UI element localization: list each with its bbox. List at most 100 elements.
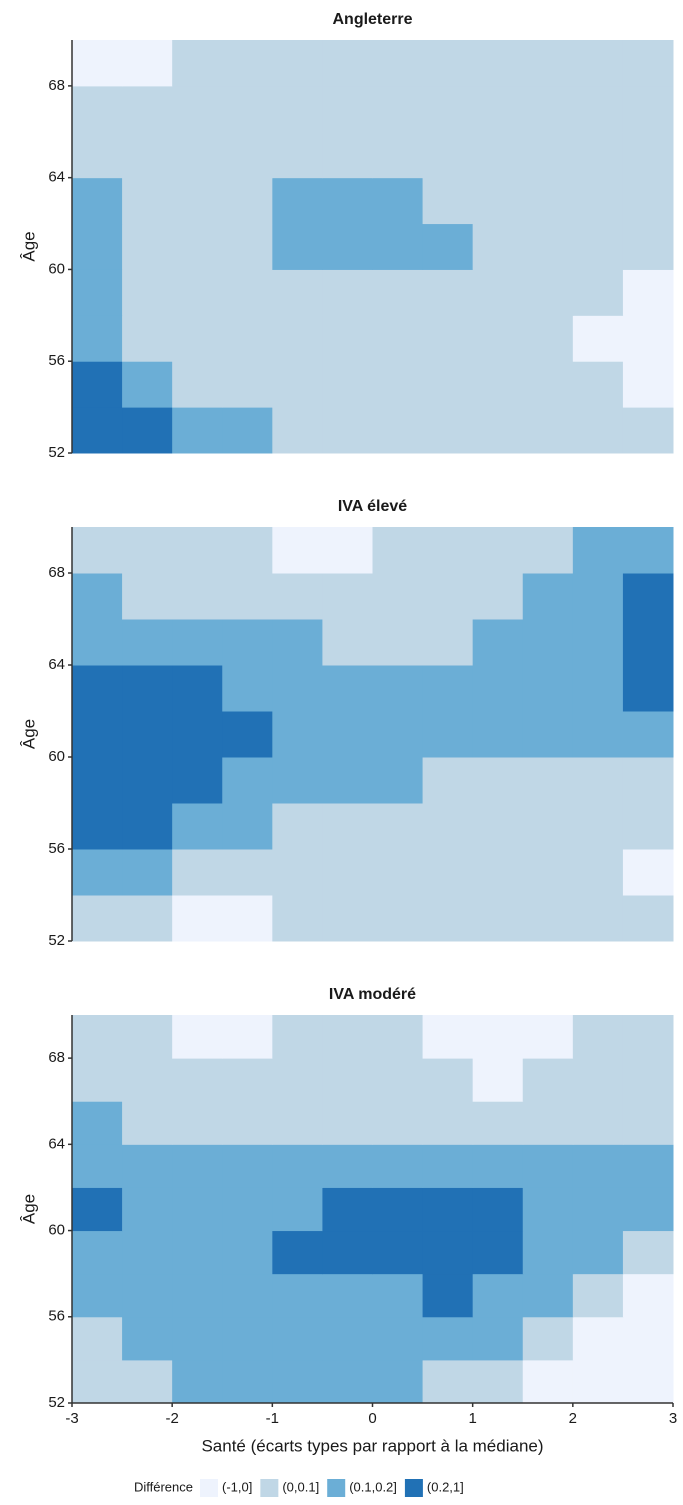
heat-cell bbox=[322, 1359, 373, 1404]
heat-cell bbox=[372, 1187, 424, 1232]
heat-cell bbox=[472, 895, 524, 942]
heat-cell bbox=[522, 315, 574, 362]
x-tick-label: 2 bbox=[569, 1410, 577, 1427]
heat-cell bbox=[422, 1015, 474, 1059]
heat-cell bbox=[572, 223, 624, 270]
heat-cell bbox=[522, 573, 574, 620]
heat-cell bbox=[522, 131, 574, 179]
heat-cell bbox=[122, 361, 173, 408]
heat-cell bbox=[472, 1015, 524, 1059]
heat-cell bbox=[622, 315, 674, 362]
heat-cell bbox=[172, 1015, 223, 1059]
heat-cell bbox=[622, 407, 674, 454]
heat-cell bbox=[222, 1058, 273, 1102]
heat-cell bbox=[522, 1230, 574, 1275]
heat-cell bbox=[122, 711, 173, 758]
heat-cell bbox=[272, 407, 323, 454]
x-tick-label: -2 bbox=[165, 1410, 178, 1427]
heat-cell bbox=[572, 1187, 624, 1232]
heat-cell bbox=[572, 177, 624, 225]
heat-cell bbox=[422, 665, 474, 712]
heat-cell bbox=[572, 1359, 624, 1404]
heat-cell bbox=[522, 1101, 574, 1145]
heat-cell bbox=[472, 131, 524, 179]
heat-cell bbox=[222, 315, 273, 362]
heat-cell bbox=[622, 177, 674, 225]
heat-cell bbox=[422, 1273, 474, 1318]
heat-cell bbox=[322, 1230, 373, 1275]
heat-cell bbox=[222, 407, 273, 454]
heat-cell bbox=[272, 1144, 323, 1188]
heat-cell bbox=[222, 223, 273, 270]
heat-cell bbox=[472, 1058, 524, 1102]
x-tick-label: 3 bbox=[669, 1410, 677, 1427]
heat-cell bbox=[322, 1273, 373, 1318]
heat-cell bbox=[72, 895, 123, 942]
heat-cell bbox=[272, 1187, 323, 1232]
heat-cell bbox=[322, 1316, 373, 1361]
heat-cell bbox=[522, 849, 574, 896]
heat-cell bbox=[122, 665, 173, 712]
heat-cell bbox=[122, 573, 173, 620]
heat-cell bbox=[72, 1316, 123, 1361]
heat-cell bbox=[222, 1187, 273, 1232]
heat-cell bbox=[122, 1316, 173, 1361]
heat-cell bbox=[472, 85, 524, 133]
y-tick-label: 52 bbox=[48, 1394, 65, 1411]
legend-label: (0.1,0.2] bbox=[349, 1479, 397, 1494]
heat-cell bbox=[272, 619, 323, 666]
heat-cell bbox=[172, 711, 223, 758]
heat-cell bbox=[472, 1316, 524, 1361]
heat-cell bbox=[572, 361, 624, 408]
heat-cell bbox=[522, 803, 574, 850]
legend-title: Différence bbox=[134, 1479, 193, 1494]
heat-cell bbox=[322, 407, 373, 454]
heat-cell bbox=[72, 85, 123, 133]
heat-cell bbox=[422, 40, 474, 87]
heat-cell bbox=[222, 1230, 273, 1275]
heat-cell bbox=[622, 757, 674, 804]
y-tick-label: 56 bbox=[48, 840, 65, 857]
heat-cell bbox=[272, 131, 323, 179]
heat-cell bbox=[572, 1101, 624, 1145]
heat-cell bbox=[272, 223, 323, 270]
heat-cell bbox=[172, 1101, 223, 1145]
heat-cell bbox=[72, 619, 123, 666]
heat-cell bbox=[122, 757, 173, 804]
heat-cell bbox=[422, 1058, 474, 1102]
heat-cell bbox=[422, 803, 474, 850]
y-tick-label: 52 bbox=[48, 932, 65, 949]
y-tick-label: 68 bbox=[48, 1049, 65, 1066]
heat-cell bbox=[122, 1359, 173, 1404]
heat-cell bbox=[272, 361, 323, 408]
heat-cell bbox=[422, 895, 474, 942]
heat-cell bbox=[622, 1273, 674, 1318]
heat-cell bbox=[422, 1101, 474, 1145]
heat-cell bbox=[322, 849, 373, 896]
x-tick-label: 1 bbox=[468, 1410, 476, 1427]
legend-label: (0,0.1] bbox=[282, 1479, 319, 1494]
heat-cell bbox=[322, 619, 373, 666]
heat-cell bbox=[522, 40, 574, 87]
heat-cell bbox=[272, 665, 323, 712]
heat-cell bbox=[322, 665, 373, 712]
heat-cell bbox=[272, 573, 323, 620]
heat-cell bbox=[122, 85, 173, 133]
heat-cell bbox=[222, 269, 273, 316]
heat-cell bbox=[572, 1273, 624, 1318]
heat-cell bbox=[172, 361, 223, 408]
y-tick-label: 64 bbox=[48, 169, 65, 186]
heat-cell bbox=[172, 1359, 223, 1404]
heat-cell bbox=[122, 619, 173, 666]
y-tick-label: 60 bbox=[48, 260, 65, 277]
x-tick-label: 0 bbox=[368, 1410, 376, 1427]
heat-cell bbox=[522, 269, 574, 316]
heat-cell bbox=[72, 665, 123, 712]
heat-cell bbox=[622, 1187, 674, 1232]
heat-cell bbox=[172, 407, 223, 454]
heat-cell bbox=[172, 1144, 223, 1188]
legend-swatch bbox=[327, 1479, 346, 1497]
heat-cell bbox=[472, 269, 524, 316]
heat-cell bbox=[422, 527, 474, 574]
